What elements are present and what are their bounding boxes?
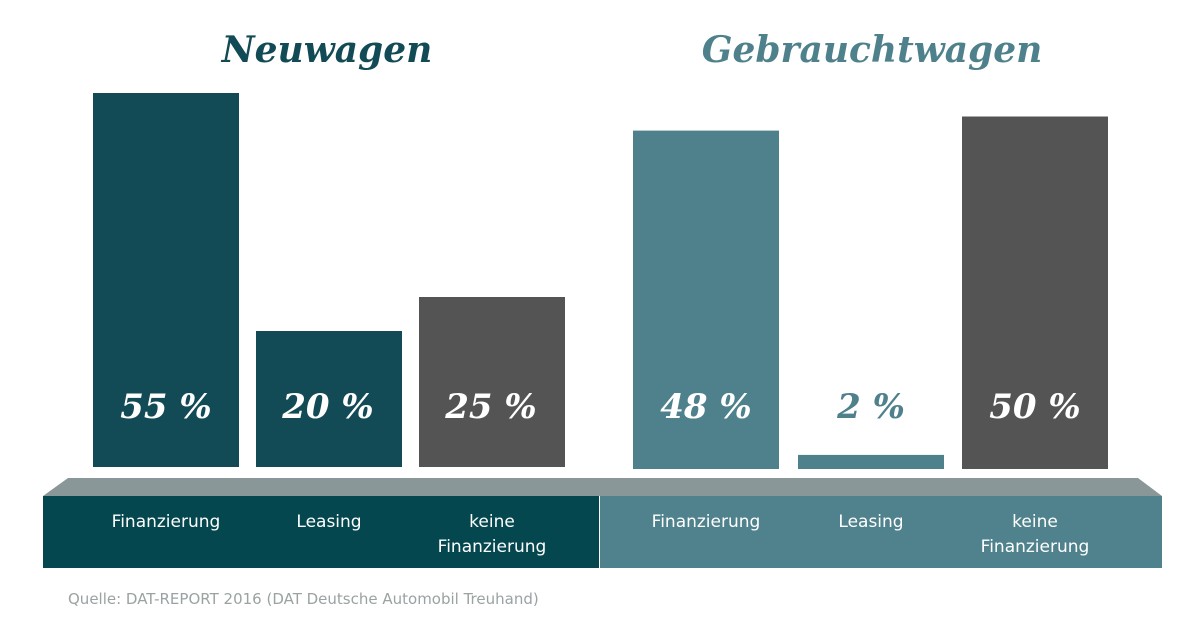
value-label-gebrauchtwagen-3: 50 % <box>989 387 1080 427</box>
category-label-gebrauchtwagen-2: Leasing <box>838 512 903 532</box>
chart-title-gebrauchtwagen: Gebrauchtwagen <box>702 29 1043 71</box>
bar-gebrauchtwagen-1 <box>633 130 779 469</box>
bar-gebrauchtwagen-2 <box>798 454 944 469</box>
category-label-gebrauchtwagen-1: Finanzierung <box>652 512 761 532</box>
value-label-gebrauchtwagen-2: 2 % <box>836 387 905 427</box>
bar-neuwagen-1 <box>93 93 239 467</box>
bar-neuwagen-2 <box>256 331 402 467</box>
platform-top <box>43 478 1162 496</box>
category-label-neuwagen-2: Leasing <box>296 512 361 532</box>
category-label-neuwagen-3-line2: Finanzierung <box>438 537 547 557</box>
bar-neuwagen-3 <box>419 297 565 467</box>
category-label-gebrauchtwagen-3-line2: Finanzierung <box>981 537 1090 557</box>
value-label-neuwagen-3: 25 % <box>444 387 536 427</box>
category-band-gebrauchtwagen <box>600 496 1162 568</box>
category-label-gebrauchtwagen-3-line1: keine <box>1012 512 1058 532</box>
value-label-neuwagen-1: 55 % <box>120 387 211 427</box>
value-label-gebrauchtwagen-1: 48 % <box>660 387 751 427</box>
source-note: Quelle: DAT-REPORT 2016 (DAT Deutsche Au… <box>68 590 539 608</box>
category-label-neuwagen-1: Finanzierung <box>112 512 221 532</box>
category-label-neuwagen-3-line1: keine <box>469 512 515 532</box>
category-band-neuwagen <box>43 496 599 568</box>
value-label-neuwagen-2: 20 % <box>281 387 373 427</box>
chart-title-neuwagen: Neuwagen <box>221 29 433 71</box>
bar-gebrauchtwagen-3 <box>962 116 1108 469</box>
